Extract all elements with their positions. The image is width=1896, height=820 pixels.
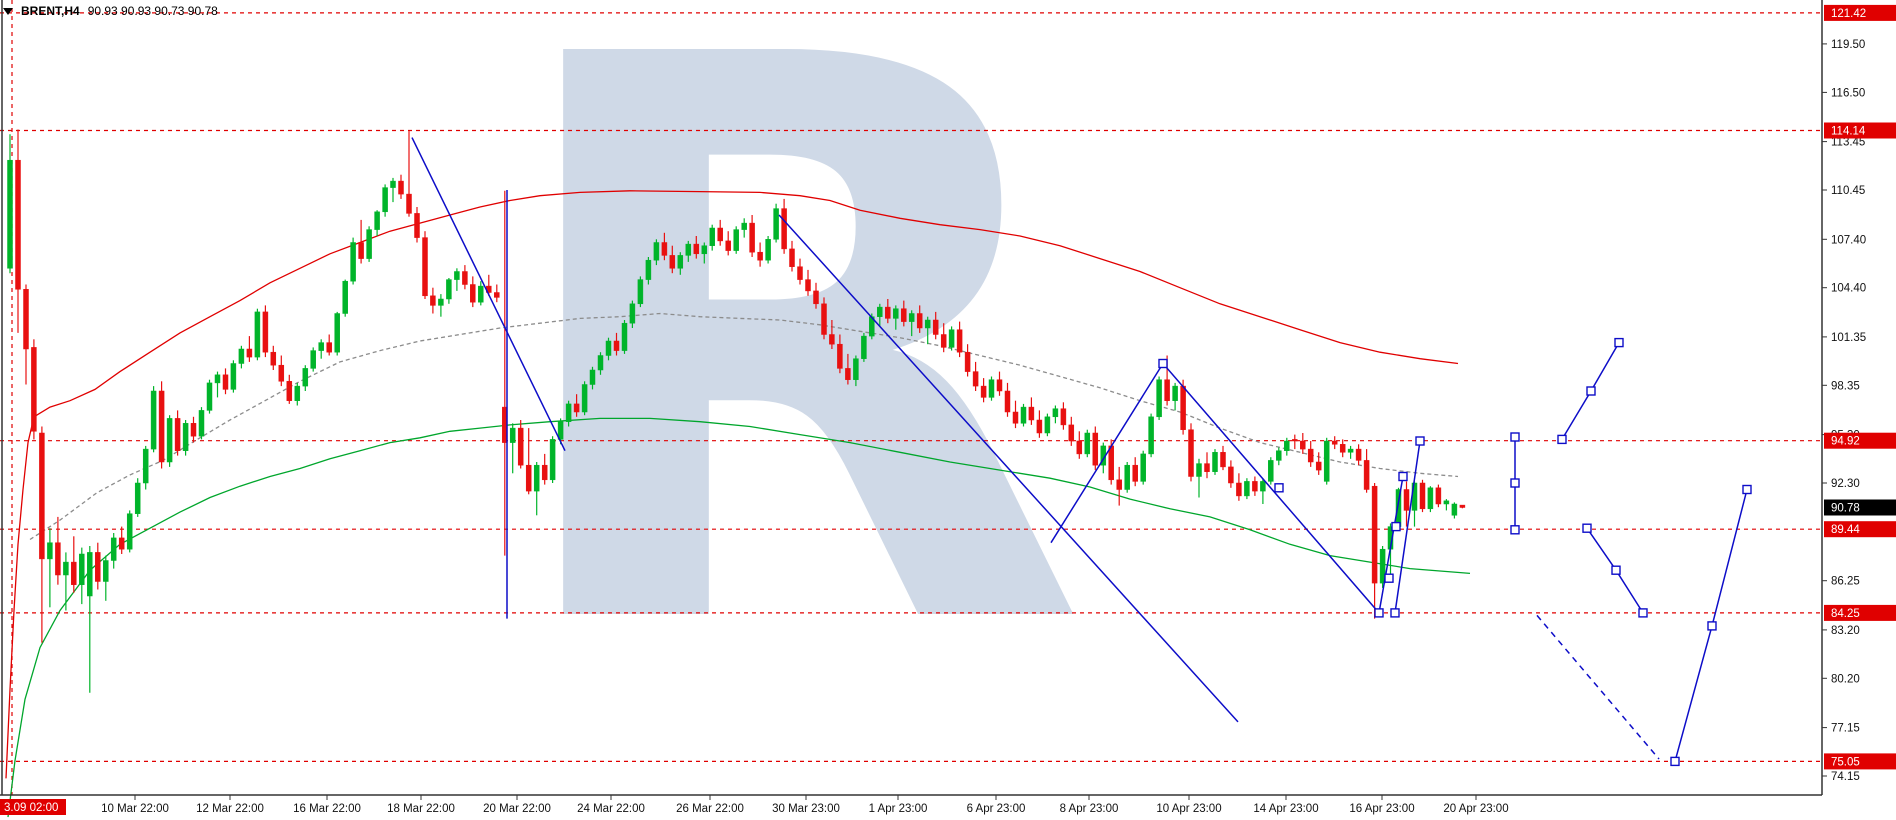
price-axis-label: 101.35 [1831, 332, 1866, 344]
forecast-node-marker[interactable] [1742, 484, 1752, 495]
price-axis-label: 113.45 [1831, 137, 1865, 149]
level-price-badge-label: 121.42 [1831, 8, 1866, 20]
forecast-node-marker[interactable] [1274, 483, 1284, 493]
forecast-extension[interactable] [1536, 614, 1660, 760]
forecast-node-marker[interactable] [1398, 471, 1408, 482]
forecast-node-marker[interactable] [1638, 608, 1648, 618]
price-axis-label: 80.20 [1831, 673, 1860, 685]
price-axis-label: 92.30 [1831, 478, 1860, 490]
price-axis-label: 77.15 [1831, 723, 1860, 735]
forecast-node-marker[interactable] [1670, 756, 1680, 767]
forecast-node-marker[interactable] [1510, 432, 1520, 442]
price-axis-label: 98.35 [1831, 380, 1860, 392]
event-time-badge [0, 799, 66, 815]
time-axis-label: 16 Mar 22:00 [293, 803, 361, 815]
price-axis-label: 119.50 [1831, 39, 1865, 51]
chart-title: BRENT,H4 90.93 90.93 90.73 90.78 [3, 4, 218, 18]
forecast-node-marker[interactable] [1415, 436, 1425, 446]
ohlc-values: 90.93 90.93 90.73 90.78 [87, 4, 218, 18]
ma-fast-red[interactable] [5, 190, 1459, 779]
forecast-node-marker[interactable] [1391, 521, 1401, 532]
forecast-node-marker[interactable] [1707, 621, 1717, 631]
level-price-badge-label: 114.14 [1831, 126, 1866, 138]
trendline-2[interactable] [778, 214, 1239, 723]
time-axis-label: 8 Apr 23:00 [1060, 803, 1119, 815]
zigzag[interactable] [1050, 362, 1404, 615]
time-axis-label: 18 Mar 22:00 [387, 803, 455, 815]
level-price-badge [1824, 4, 1896, 21]
price-axis-label: 74.15 [1831, 771, 1860, 783]
forecast-node-marker[interactable] [1586, 386, 1596, 396]
current-price-badge-label: 90.78 [1831, 503, 1860, 515]
current-price-badge [1824, 499, 1896, 516]
zigzag-branch[interactable] [1394, 440, 1421, 614]
time-axis-label: 14 Apr 23:00 [1253, 803, 1318, 815]
level-price-badge [1824, 521, 1896, 538]
price-axis[interactable]: 119.50 116.50 113.45 110.45 107.40 104.40 101.… [1822, 4, 1896, 783]
price-axis-label: 116.50 [1831, 87, 1865, 99]
level-price-badge-label: 75.05 [1831, 756, 1860, 768]
forecast-node-marker[interactable] [1158, 358, 1168, 369]
trendline-1[interactable] [411, 137, 566, 452]
forecast-node-marker[interactable] [1374, 608, 1384, 618]
candlestick-series [7, 129, 1466, 693]
time-axis-label: 20 Apr 23:00 [1443, 803, 1508, 815]
time-axis[interactable]: 10 Mar 22:00 12 Mar 22:00 16 Mar 22:00 18 M… [101, 795, 1509, 815]
ma-mid-gray[interactable] [29, 312, 1459, 541]
time-axis-label: 16 Apr 23:00 [1349, 803, 1414, 815]
marker-arrow-icon [3, 7, 13, 15]
forecast-node-marker[interactable] [1614, 337, 1624, 348]
forecast-node-marker[interactable] [1557, 434, 1567, 445]
level-price-badge [1824, 432, 1896, 449]
forecast-node-marker[interactable] [1611, 565, 1621, 575]
time-axis-label: 12 Mar 22:00 [196, 803, 264, 815]
forecast-node-marker[interactable] [1390, 608, 1400, 618]
price-axis-label: 83.20 [1831, 625, 1860, 637]
forecast-node-marker[interactable] [1510, 478, 1520, 488]
time-axis-label: 30 Mar 23:00 [772, 803, 840, 815]
time-axis-label: 24 Mar 22:00 [577, 803, 645, 815]
level-price-badge-label: 84.25 [1831, 608, 1860, 620]
symbol-timeframe-label: BRENT,H4 [21, 4, 80, 18]
time-axis-label: 1 Apr 23:00 [869, 803, 928, 815]
level-price-badge [1824, 604, 1896, 621]
level-price-badge-label: 94.92 [1831, 436, 1860, 448]
watermark-logo: R [492, 0, 1089, 797]
level-price-badge [1824, 753, 1896, 770]
analysis-objects[interactable] [411, 137, 1752, 767]
time-axis-label: 6 Apr 23:00 [967, 803, 1026, 815]
price-axis-label: 110.45 [1831, 185, 1865, 197]
forecast-node-marker[interactable] [1510, 525, 1520, 535]
price-axis-label: 104.40 [1831, 283, 1866, 295]
time-axis-label: 10 Mar 22:00 [101, 803, 169, 815]
forecast-node-marker[interactable] [1582, 523, 1592, 533]
time-axis-label: 20 Mar 22:00 [483, 803, 551, 815]
time-axis-label: 26 Mar 22:00 [676, 803, 744, 815]
event-time-badge-label: 3.09 02:00 [4, 802, 58, 814]
forecast-node-marker[interactable] [1384, 573, 1394, 583]
level-price-badge-label: 89.44 [1831, 524, 1860, 536]
time-axis-label: 10 Apr 23:00 [1156, 803, 1221, 815]
price-axis-label: 107.40 [1831, 234, 1866, 246]
price-axis-label: 86.25 [1831, 576, 1860, 588]
level-price-badge [1824, 122, 1896, 139]
